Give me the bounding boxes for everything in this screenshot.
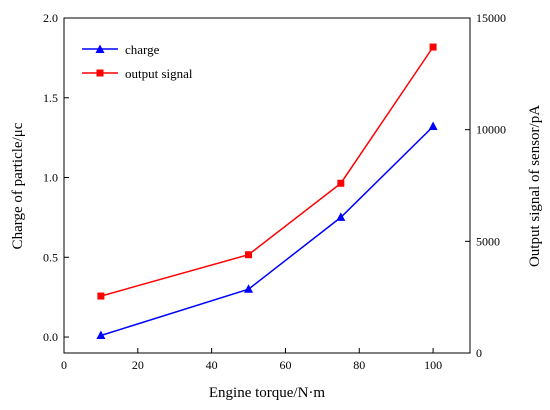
y-axis-title-right: Output signal of sensor/pA (527, 105, 543, 267)
x-tick-label: 0 (61, 358, 67, 372)
x-tick-label: 100 (424, 358, 442, 372)
ticks-layer: 0 20 40 60 80 100 0.0 0.5 1.0 1.5 2.0 0 5000 10000 150… (43, 11, 506, 372)
y-tick-label-left: 1.0 (43, 171, 58, 185)
x-tick-label: 80 (353, 358, 365, 372)
legend-output-marker (96, 69, 104, 77)
y-tick-label-right: 10000 (476, 123, 506, 137)
series-line-charge (100, 125, 434, 337)
y-tick-label-left: 0.0 (43, 330, 58, 344)
legend-charge-marker (95, 44, 105, 53)
y-tick-label-right: 5000 (476, 234, 500, 248)
series-line-output-signal (100, 46, 434, 297)
x-tick-label: 20 (132, 358, 144, 372)
charge-point (244, 284, 254, 293)
charge-point (428, 121, 438, 130)
x-axis-title: Engine torque/N·m (209, 385, 326, 401)
plot-frame (63, 17, 471, 354)
output-signal-point (97, 292, 105, 300)
y-axis-title-left: Charge of particle/μc (10, 122, 26, 249)
output-signal-point (429, 43, 437, 51)
series-layer (96, 43, 438, 339)
x-tick-label: 60 (279, 358, 291, 372)
x-tick-label: 40 (206, 358, 218, 372)
y-tick-label-right: 15000 (476, 11, 506, 25)
y-tick-label-left: 1.5 (43, 91, 58, 105)
legend-output-label: output signal (125, 66, 193, 81)
y-tick-label-left: 0.5 (43, 250, 58, 264)
legend: charge output signal (82, 42, 193, 81)
charge-point (336, 212, 346, 221)
output-signal-point (245, 251, 253, 259)
y-tick-label-left: 2.0 (43, 11, 58, 25)
charge-point (96, 330, 106, 339)
y-tick-label-right: 0 (476, 346, 482, 360)
output-signal-point (337, 179, 345, 187)
legend-charge-label: charge (125, 42, 160, 57)
